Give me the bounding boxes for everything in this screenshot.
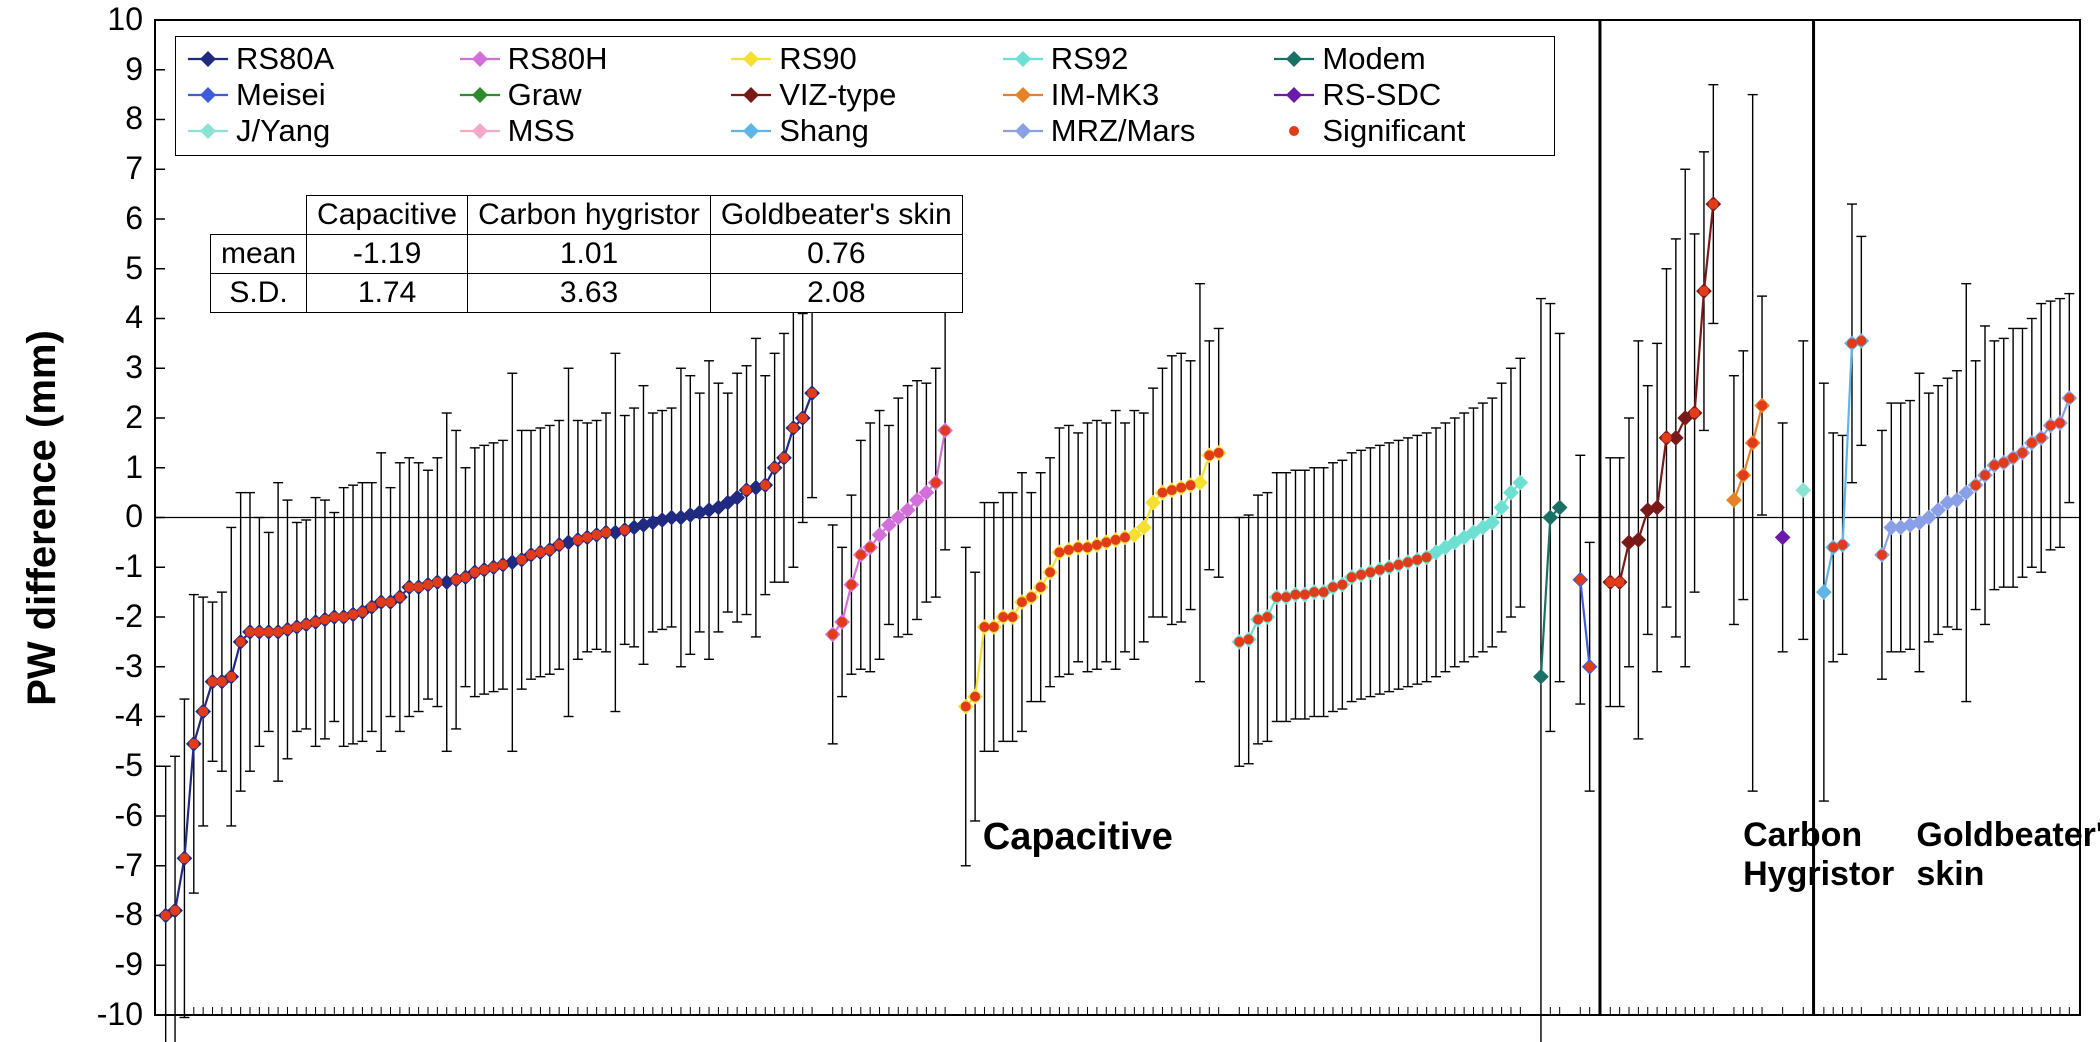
legend-label: Modem — [1322, 41, 1425, 77]
stats-cell: 1.74 — [307, 274, 468, 313]
y-tick-label: -8 — [0, 896, 143, 933]
legend-label: RS90 — [779, 41, 857, 77]
legend-label: Graw — [508, 77, 582, 113]
y-tick-label: -6 — [0, 797, 143, 834]
legend-item: MSS — [458, 113, 730, 149]
legend-item: Modem — [1272, 41, 1544, 77]
y-tick-label: -5 — [0, 747, 143, 784]
legend-item: IM-MK3 — [1001, 77, 1273, 113]
legend-label: Significant — [1322, 113, 1465, 149]
region-label: CarbonHygristor — [1743, 816, 1894, 894]
region-label: Goldbeater'sskin — [1916, 816, 2100, 894]
legend-item: Meisei — [186, 77, 458, 113]
stats-table: CapacitiveCarbon hygristorGoldbeater's s… — [210, 195, 963, 313]
y-tick-label: -1 — [0, 548, 143, 585]
y-tick-label: -9 — [0, 946, 143, 983]
y-tick-label: 6 — [0, 200, 143, 237]
stats-cell: -1.19 — [307, 235, 468, 274]
legend-item: MRZ/Mars — [1001, 113, 1273, 149]
legend-item: VIZ-type — [729, 77, 1001, 113]
legend-item: RS92 — [1001, 41, 1273, 77]
legend-item: RS90 — [729, 41, 1001, 77]
region-label: Capacitive — [983, 816, 1173, 859]
y-tick-label: -2 — [0, 598, 143, 635]
legend-label: RS92 — [1051, 41, 1129, 77]
stats-header-cell — [211, 196, 307, 235]
legend-item: RS80A — [186, 41, 458, 77]
legend-label: Meisei — [236, 77, 326, 113]
legend-label: MSS — [508, 113, 575, 149]
y-tick-label: 5 — [0, 250, 143, 287]
y-tick-label: -3 — [0, 648, 143, 685]
legend-item: RS80H — [458, 41, 730, 77]
y-tick-label: -10 — [0, 996, 143, 1033]
legend-row: RS80A RS80H RS90 RS92 Modem — [186, 41, 1544, 77]
legend-label: J/Yang — [236, 113, 330, 149]
legend-label: RS80A — [236, 41, 334, 77]
y-tick-label: -4 — [0, 697, 143, 734]
legend-label: RS-SDC — [1322, 77, 1441, 113]
stats-cell: mean — [211, 235, 307, 274]
chart-container: PW difference (mm) -10-9-8-7-6-5-4-3-2-1… — [0, 0, 2100, 1042]
y-tick-label: 7 — [0, 150, 143, 187]
stats-cell: 1.01 — [468, 235, 711, 274]
y-tick-label: -7 — [0, 847, 143, 884]
y-tick-label: 3 — [0, 349, 143, 386]
y-tick-label: 10 — [0, 1, 143, 38]
legend-label: IM-MK3 — [1051, 77, 1160, 113]
stats-header-cell: Carbon hygristor — [468, 196, 711, 235]
stats-header-cell: Capacitive — [307, 196, 468, 235]
y-tick-label: 2 — [0, 399, 143, 436]
stats-header-cell: Goldbeater's skin — [710, 196, 962, 235]
y-tick-label: 8 — [0, 100, 143, 137]
stats-cell: 2.08 — [710, 274, 962, 313]
y-tick-label: 1 — [0, 449, 143, 486]
legend-label: Shang — [779, 113, 869, 149]
legend-item: Graw — [458, 77, 730, 113]
legend: RS80A RS80H RS90 RS92 Modem Meisei Graw VIZ-typ… — [175, 36, 1555, 156]
legend-item: J/Yang — [186, 113, 458, 149]
legend-row: J/Yang MSS Shang MRZ/Mars Significant — [186, 113, 1544, 149]
legend-label: VIZ-type — [779, 77, 896, 113]
legend-row: Meisei Graw VIZ-type IM-MK3 RS-SDC — [186, 77, 1544, 113]
legend-item: Shang — [729, 113, 1001, 149]
legend-label: MRZ/Mars — [1051, 113, 1196, 149]
legend-item: Significant — [1272, 113, 1544, 149]
stats-cell: S.D. — [211, 274, 307, 313]
legend-item: RS-SDC — [1272, 77, 1544, 113]
stats-cell: 0.76 — [710, 235, 962, 274]
y-tick-label: 0 — [0, 498, 143, 535]
y-tick-label: 9 — [0, 51, 143, 88]
legend-label: RS80H — [508, 41, 608, 77]
y-tick-label: 4 — [0, 299, 143, 336]
stats-cell: 3.63 — [468, 274, 711, 313]
